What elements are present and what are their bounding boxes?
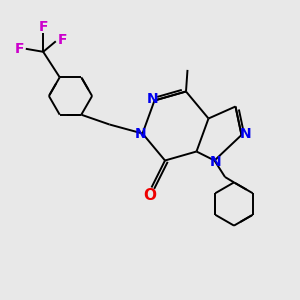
- Text: N: N: [147, 92, 159, 106]
- Text: O: O: [143, 188, 157, 202]
- Text: N: N: [240, 127, 252, 140]
- Text: F: F: [58, 33, 67, 47]
- Text: N: N: [210, 155, 222, 169]
- Text: N: N: [135, 127, 147, 140]
- Text: F: F: [38, 20, 48, 34]
- Text: F: F: [14, 42, 24, 56]
